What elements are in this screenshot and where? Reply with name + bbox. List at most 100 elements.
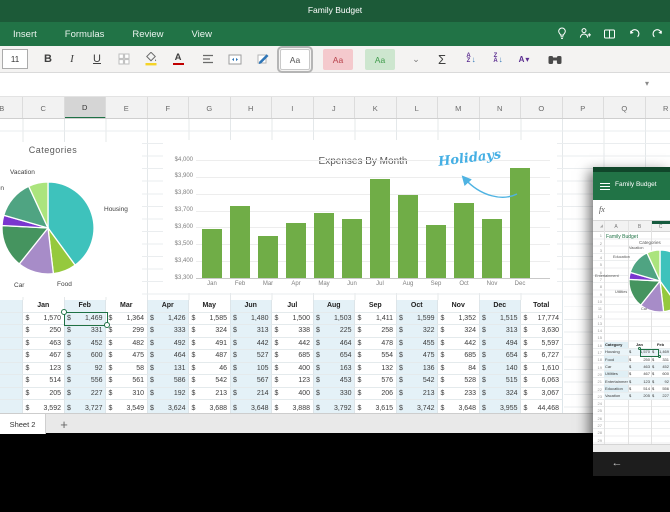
value-cell[interactable]: $233 — [438, 387, 480, 400]
underline-button[interactable]: U — [93, 53, 101, 65]
column-header-P[interactable]: P — [563, 97, 604, 118]
add-sheet-button[interactable]: + — [60, 416, 68, 432]
month-header-apr[interactable]: Apr — [147, 300, 189, 313]
total-cell[interactable]: $6,727 — [521, 350, 563, 363]
value-cell[interactable]: $567 — [230, 375, 272, 388]
value-cell[interactable]: $1,500 — [272, 312, 314, 325]
cell-style-swatch-0[interactable]: Aa — [277, 46, 313, 73]
month-header-nov[interactable]: Nov — [438, 300, 480, 313]
value-cell[interactable]: $132 — [355, 362, 397, 375]
value-cell[interactable]: $561 — [106, 375, 148, 388]
value-cell[interactable]: $313 — [479, 325, 521, 338]
undo-icon[interactable] — [627, 27, 640, 40]
value-cell[interactable]: $685 — [438, 350, 480, 363]
sort-filter-icon[interactable]: A ▾ — [518, 54, 530, 64]
total-cell[interactable]: $6,063 — [521, 375, 563, 388]
value-cell[interactable]: $1,352 — [438, 312, 480, 325]
column-header-J[interactable]: J — [314, 97, 355, 118]
total-cell[interactable]: $3,067 — [521, 387, 563, 400]
value-cell[interactable]: $455 — [396, 337, 438, 350]
category-cell[interactable] — [0, 337, 23, 350]
value-cell[interactable]: $464 — [147, 350, 189, 363]
phone-header-category[interactable]: Category — [604, 341, 628, 349]
totals-cell[interactable]: $3,648 — [438, 400, 480, 413]
value-cell[interactable]: $227 — [64, 387, 106, 400]
month-header-sep[interactable]: Sep — [355, 300, 397, 313]
ribbon-tab-review[interactable]: Review — [132, 28, 164, 40]
phone-category-cell[interactable]: Vacation — [604, 392, 628, 400]
value-cell[interactable]: $400 — [272, 387, 314, 400]
month-header-mar[interactable]: Mar — [106, 300, 148, 313]
formula-bar-strip[interactable] — [0, 73, 670, 96]
fill-color-icon[interactable] — [142, 46, 160, 72]
autosum-button[interactable]: Σ — [437, 51, 447, 67]
phone-a1-cell-text[interactable]: Family Budget — [606, 233, 638, 240]
value-cell[interactable]: $131 — [147, 362, 189, 375]
value-cell[interactable]: $1,570 — [23, 312, 65, 325]
value-cell[interactable]: $324 — [479, 387, 521, 400]
share-person-icon[interactable] — [579, 27, 592, 40]
value-cell[interactable]: $123 — [23, 362, 65, 375]
value-cell[interactable]: $338 — [272, 325, 314, 338]
font-color-icon[interactable]: A — [170, 46, 186, 72]
month-header-jan[interactable]: Jan — [23, 300, 65, 313]
month-header-may[interactable]: May — [189, 300, 231, 313]
value-cell[interactable]: $258 — [355, 325, 397, 338]
value-cell[interactable]: $322 — [396, 325, 438, 338]
month-header-oct[interactable]: Oct — [396, 300, 438, 313]
totals-cell[interactable]: $3,792 — [313, 400, 355, 413]
pie-chart-object[interactable]: Categories HousingFoodCarUtilitiesEntert… — [0, 142, 142, 297]
value-cell[interactable]: $478 — [355, 337, 397, 350]
column-header-C[interactable]: C — [23, 97, 65, 118]
value-cell[interactable]: $475 — [106, 350, 148, 363]
phone-value-cell[interactable]: $463 — [628, 363, 651, 371]
value-cell[interactable]: $586 — [147, 375, 189, 388]
category-cell[interactable] — [0, 387, 23, 400]
sheet-tab-active[interactable]: Sheet 2 — [0, 414, 46, 434]
grand-total-cell[interactable]: $44,468 — [521, 400, 563, 413]
phone-value-cell[interactable]: $227 — [651, 392, 670, 400]
ribbon-tab-view[interactable]: View — [191, 28, 212, 40]
totals-cell[interactable]: $3,742 — [396, 400, 438, 413]
value-cell[interactable]: $556 — [64, 375, 106, 388]
category-cell[interactable] — [0, 350, 23, 363]
value-cell[interactable]: $1,599 — [396, 312, 438, 325]
value-cell[interactable]: $192 — [147, 387, 189, 400]
total-cell[interactable]: $1,610 — [521, 362, 563, 375]
value-cell[interactable]: $654 — [313, 350, 355, 363]
totals-cell[interactable]: $3,727 — [64, 400, 106, 413]
category-cell[interactable] — [0, 400, 23, 413]
value-cell[interactable]: $482 — [106, 337, 148, 350]
month-header-jul[interactable]: Jul — [272, 300, 314, 313]
value-cell[interactable]: $213 — [396, 387, 438, 400]
value-cell[interactable]: $331 — [64, 325, 106, 338]
value-cell[interactable]: $123 — [272, 375, 314, 388]
value-cell[interactable]: $1,515 — [479, 312, 521, 325]
hamburger-menu-icon[interactable] — [600, 183, 610, 192]
column-header-M[interactable]: M — [438, 97, 480, 118]
value-cell[interactable]: $1,364 — [106, 312, 148, 325]
phone-value-cell[interactable]: $1,469 — [651, 348, 670, 357]
value-cell[interactable]: $1,480 — [230, 312, 272, 325]
value-cell[interactable]: $84 — [438, 362, 480, 375]
column-header-O[interactable]: O — [521, 97, 563, 118]
totals-cell[interactable]: $3,592 — [23, 400, 65, 413]
totals-cell[interactable]: $3,688 — [189, 400, 231, 413]
value-cell[interactable]: $1,585 — [189, 312, 231, 325]
bold-button[interactable]: B — [44, 53, 52, 65]
phone-category-cell[interactable]: Car — [604, 363, 628, 371]
bar-chart-object[interactable]: Expenses By Month $4,000 $3,900 $3,800 $3,7… — [163, 140, 557, 293]
category-cell[interactable] — [0, 375, 23, 388]
value-cell[interactable]: $528 — [438, 375, 480, 388]
table-corner-cell[interactable] — [0, 300, 23, 313]
cell-style-swatch-2[interactable]: Aa — [365, 49, 395, 70]
tell-me-lightbulb-icon[interactable] — [555, 27, 568, 40]
phone-value-cell[interactable]: $556 — [651, 385, 670, 393]
totals-cell[interactable]: $3,888 — [272, 400, 314, 413]
phone-category-cell[interactable]: Housing — [604, 348, 628, 357]
phone-value-cell[interactable]: $92 — [651, 377, 670, 386]
italic-button[interactable]: I — [70, 53, 74, 65]
value-cell[interactable]: $442 — [438, 337, 480, 350]
edit-cells-icon[interactable] — [254, 46, 272, 72]
column-header-D[interactable]: D — [64, 97, 106, 118]
